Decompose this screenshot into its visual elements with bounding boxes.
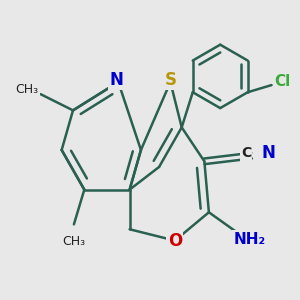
Text: NH₂: NH₂ [234,232,266,247]
Text: S: S [164,71,176,89]
Text: Cl: Cl [275,74,291,89]
Text: C: C [241,146,251,161]
Text: CH₃: CH₃ [15,83,39,96]
Text: N: N [262,144,275,162]
Text: O: O [168,232,182,250]
Text: CH₃: CH₃ [62,235,86,248]
Text: N: N [109,71,123,89]
